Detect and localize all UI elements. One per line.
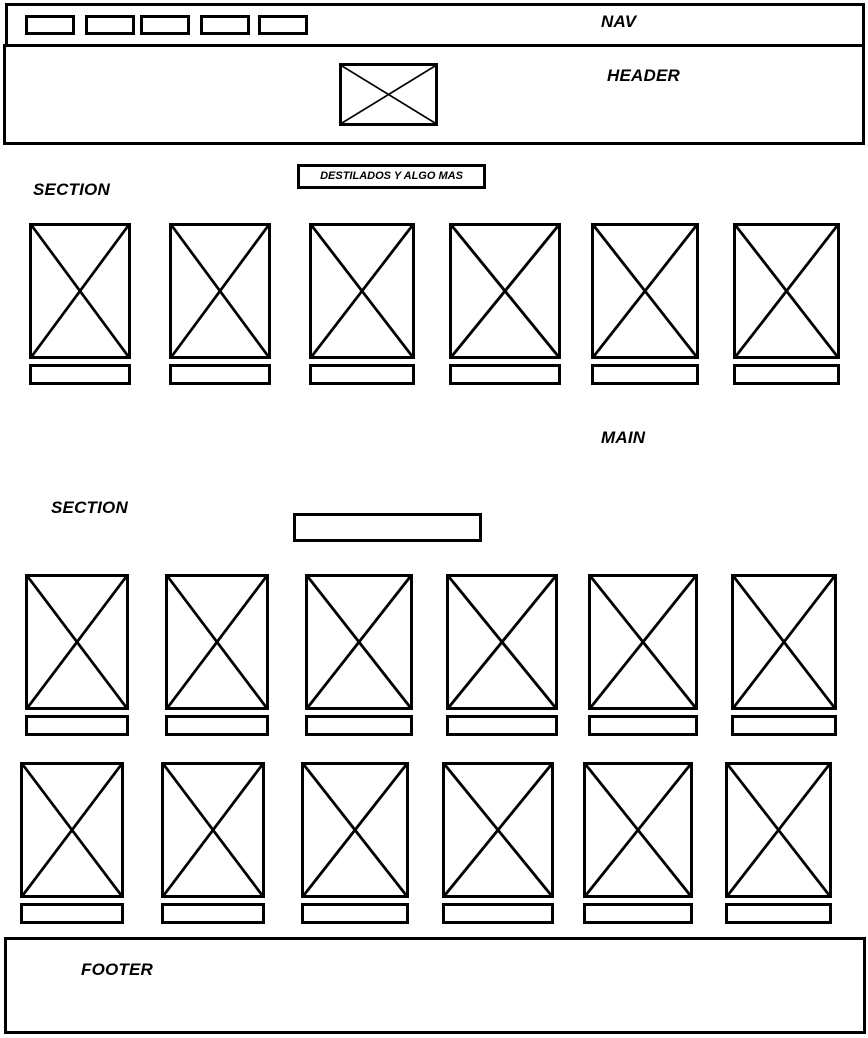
section-2-row-1-product-image-4[interactable] [446, 574, 558, 710]
section-1-label: SECTION [33, 180, 110, 199]
section-1-product-caption-5 [591, 364, 699, 385]
nav-button-3[interactable] [140, 15, 190, 35]
section-2-row-2-product-caption-1 [20, 903, 124, 924]
section-2-row-1-product-image-6[interactable] [731, 574, 837, 710]
section-1-product-caption-3 [309, 364, 415, 385]
section-2-row-2-product-caption-3 [301, 903, 409, 924]
section-2-row-1-product-caption-1 [25, 715, 129, 736]
section-2-row-2-product-caption-2 [161, 903, 265, 924]
section-2-row-1-product-caption-6 [731, 715, 837, 736]
section-2-row-2-product-image-3[interactable] [301, 762, 409, 898]
section-1-title: DESTILADOS Y ALGO MAS [297, 164, 486, 189]
section-2-row-2-product-image-1[interactable] [20, 762, 124, 898]
main-label: MAIN [601, 428, 646, 447]
section-2-row-2-product-image-4[interactable] [442, 762, 554, 898]
nav-button-2[interactable] [85, 15, 135, 35]
section-2-row-1-product-caption-2 [165, 715, 269, 736]
section-2-row-1-product-caption-4 [446, 715, 558, 736]
section-1-product-image-4[interactable] [449, 223, 561, 359]
section-1-product-image-5[interactable] [591, 223, 699, 359]
section-2-row-1-product-image-3[interactable] [305, 574, 413, 710]
section-2-row-1-product-image-2[interactable] [165, 574, 269, 710]
section-1-product-caption-6 [733, 364, 840, 385]
section-2-row-1-product-caption-5 [588, 715, 698, 736]
section-2-row-1-product-image-1[interactable] [25, 574, 129, 710]
section-2-row-2-product-caption-5 [583, 903, 693, 924]
section-1-product-caption-4 [449, 364, 561, 385]
section-2-row-1-product-image-5[interactable] [588, 574, 698, 710]
section-1-product-image-2[interactable] [169, 223, 271, 359]
section-2-label: SECTION [51, 498, 128, 517]
section-2-row-1-product-caption-3 [305, 715, 413, 736]
footer [4, 937, 866, 1034]
nav-label: NAV [601, 12, 637, 31]
section-2-title [293, 513, 482, 542]
section-1-product-caption-1 [29, 364, 131, 385]
section-1-product-caption-2 [169, 364, 271, 385]
nav-button-1[interactable] [25, 15, 75, 35]
nav-button-4[interactable] [200, 15, 250, 35]
header-label: HEADER [607, 66, 680, 85]
section-2-row-2-product-image-5[interactable] [583, 762, 693, 898]
footer-label: FOOTER [81, 960, 154, 979]
section-1-product-image-6[interactable] [733, 223, 840, 359]
nav-button-5[interactable] [258, 15, 308, 35]
section-2-row-2-product-image-2[interactable] [161, 762, 265, 898]
section-1-product-image-1[interactable] [29, 223, 131, 359]
header-logo-placeholder [339, 63, 438, 126]
section-2-row-2-product-image-6[interactable] [725, 762, 832, 898]
section-2-row-2-product-caption-4 [442, 903, 554, 924]
section-2-row-2-product-caption-6 [725, 903, 832, 924]
section-1-product-image-3[interactable] [309, 223, 415, 359]
